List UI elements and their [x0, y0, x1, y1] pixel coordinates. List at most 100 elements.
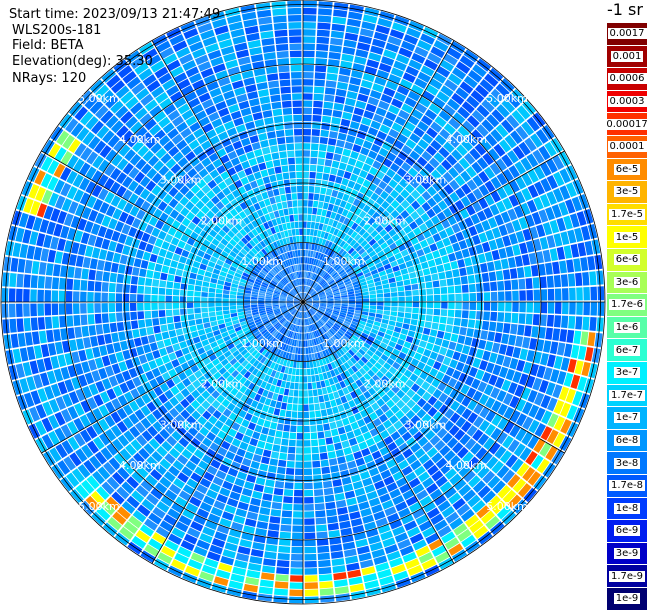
range-gate — [305, 582, 318, 589]
range-gate — [326, 188, 333, 195]
range-gate — [283, 425, 290, 432]
range-gate — [547, 315, 554, 327]
range-gate — [289, 440, 296, 447]
range-gate — [274, 30, 287, 37]
range-gate — [188, 285, 195, 291]
range-gate — [244, 296, 250, 299]
range-gate — [417, 276, 424, 283]
range-gate — [291, 561, 303, 568]
range-gate — [315, 410, 321, 417]
range-gate — [280, 158, 287, 165]
range-gate — [429, 243, 437, 251]
range-gate — [310, 361, 314, 368]
range-gate — [180, 296, 186, 302]
range-gate — [482, 242, 491, 252]
range-gate — [274, 166, 281, 173]
range-gate — [417, 320, 424, 327]
range-gate — [330, 124, 339, 132]
range-gate — [30, 304, 37, 317]
range-gate — [294, 122, 302, 129]
range-gate — [271, 182, 278, 189]
range-gate — [252, 542, 264, 550]
range-gate — [473, 329, 481, 338]
range-gate — [189, 273, 196, 280]
range-gate — [438, 272, 445, 280]
range-gate — [423, 349, 431, 357]
range-gate — [341, 178, 349, 186]
range-gate — [327, 516, 338, 524]
range-gate — [404, 313, 411, 319]
range-gate — [295, 222, 299, 229]
range-gate — [506, 346, 514, 357]
range-gate — [179, 341, 187, 349]
range-gate — [106, 344, 114, 354]
range-gate — [237, 305, 244, 308]
range-gate — [307, 229, 311, 236]
range-gate — [441, 255, 449, 263]
range-gate — [244, 308, 251, 311]
range-gate — [279, 453, 287, 460]
range-gate — [333, 154, 341, 162]
range-gate — [430, 352, 438, 360]
range-gate — [16, 304, 23, 317]
range-gate — [195, 313, 202, 319]
range-gate — [338, 514, 349, 522]
range-gate — [230, 295, 237, 299]
range-gate — [297, 179, 303, 185]
range-gate — [45, 317, 52, 329]
range-gate — [99, 249, 107, 260]
range-gate — [564, 344, 572, 357]
range-gate — [280, 87, 290, 94]
range-gate — [183, 327, 190, 334]
range-gate — [434, 302, 440, 308]
range-gate — [123, 312, 130, 321]
range-gate — [141, 260, 149, 269]
range-gate — [475, 244, 484, 254]
range-gate — [304, 525, 315, 532]
range-gate — [210, 321, 217, 327]
range-gate — [248, 505, 259, 513]
range-gate — [309, 179, 315, 186]
range-gate — [312, 115, 321, 122]
range-gate — [288, 396, 293, 403]
range-gate — [321, 123, 330, 130]
range-gate — [505, 302, 512, 312]
range-gate — [482, 351, 491, 361]
range-gate — [90, 336, 98, 347]
range-gate — [145, 243, 153, 252]
range-gate — [116, 284, 123, 293]
range-gate — [83, 257, 91, 268]
range-gate — [315, 375, 320, 382]
range-gate — [293, 518, 303, 525]
range-gate — [276, 567, 289, 574]
range-gate — [285, 216, 290, 223]
range-gate — [376, 285, 383, 290]
range-gate — [497, 281, 504, 291]
range-gate — [53, 264, 61, 276]
range-gate — [113, 342, 121, 352]
range-gate — [297, 186, 302, 192]
range-gate — [267, 472, 276, 480]
range-gate — [402, 323, 409, 329]
range-gate — [262, 147, 271, 155]
range-gate — [237, 292, 244, 296]
range-gate — [339, 521, 351, 529]
range-gate — [326, 73, 337, 81]
range-gate — [517, 267, 525, 278]
range-gate — [559, 260, 567, 273]
range-gate — [11, 258, 19, 272]
range-gate — [191, 331, 199, 338]
range-gate — [343, 447, 352, 455]
range-gate — [318, 553, 330, 560]
range-gate — [270, 95, 280, 103]
range-gate — [310, 425, 316, 432]
range-gate — [275, 37, 288, 44]
range-gate — [194, 308, 201, 313]
range-gate — [395, 276, 402, 282]
range-gate — [304, 476, 312, 483]
range-gate — [349, 467, 359, 475]
range-gate — [306, 236, 309, 243]
range-gate — [109, 293, 116, 302]
range-gate — [209, 283, 216, 288]
range-gate — [283, 115, 292, 122]
